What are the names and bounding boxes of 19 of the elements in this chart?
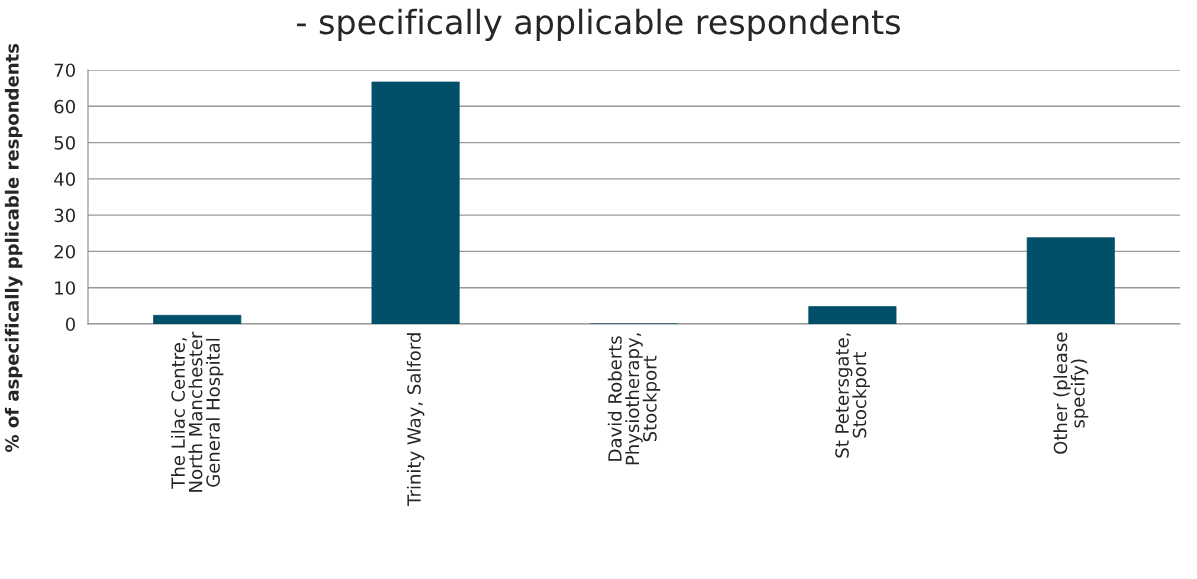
y-tick-label: 20 <box>54 244 75 259</box>
bar <box>153 314 242 324</box>
bar <box>371 81 460 324</box>
bar <box>1026 237 1115 324</box>
y-tick-label: 60 <box>54 99 75 114</box>
y-tick-label: 30 <box>54 208 75 223</box>
y-tick-label: 40 <box>54 172 75 186</box>
y-tick-label: 70 <box>54 63 75 78</box>
x-tick-label: The Lilac Centre, North Manchester General Hospital <box>170 331 224 492</box>
chart-title: - specifically applicable respondents <box>297 8 900 41</box>
y-tick-label: 50 <box>54 136 75 150</box>
y-axis-title: % of aspecifically pplicable respondents <box>4 43 23 452</box>
x-tick-label: Trinity Way, Salford <box>406 333 425 506</box>
x-tick-label: David Roberts Physiotherapy, Stockport <box>607 333 661 465</box>
x-tick-label: Other (please specify) <box>1053 332 1089 454</box>
x-tick-label: St Petersgate, Stockport <box>835 333 870 458</box>
bar <box>808 306 897 324</box>
y-tick-label: 10 <box>55 281 75 295</box>
y-tick-label: 0 <box>65 317 75 332</box>
